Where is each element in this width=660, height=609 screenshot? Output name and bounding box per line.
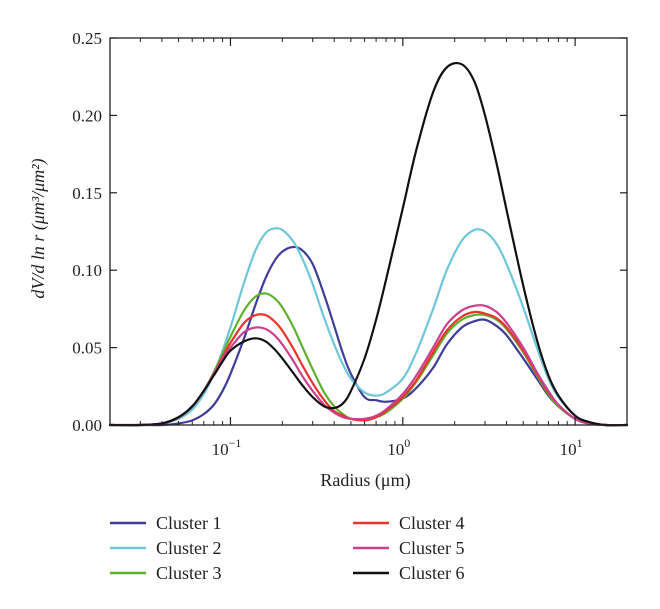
- legend-label-cluster-5: Cluster 5: [399, 538, 465, 558]
- plot-frame: [109, 37, 628, 426]
- x-axis-title: Radius (μm): [320, 470, 410, 491]
- series-line-cluster-4: [108, 310, 629, 427]
- series-line-cluster-6: [108, 61, 629, 427]
- series-line-cluster-1: [108, 245, 629, 427]
- x-tick-exponent: 0: [404, 436, 410, 450]
- y-axis-title: dV/d ln r (μm³/μm²): [28, 158, 49, 298]
- x-tick-label: 10−1: [212, 436, 242, 459]
- x-tick-exponent: 1: [577, 436, 583, 450]
- legend-label-cluster-3: Cluster 3: [156, 563, 222, 583]
- legend-label-cluster-6: Cluster 6: [399, 563, 465, 583]
- y-tick-label: 0.15: [72, 184, 102, 203]
- x-tick-base: 10: [212, 440, 229, 459]
- x-tick-label: 100: [387, 436, 410, 459]
- y-tick-label: 0.05: [72, 339, 102, 358]
- series-layer: [108, 61, 629, 427]
- legend: Cluster 1 Cluster 2 Cluster 3 Cluster 4 Clus…: [110, 513, 465, 583]
- x-tick-label: 101: [560, 436, 583, 459]
- legend-label-cluster-1: Cluster 1: [156, 513, 222, 533]
- x-tick-base: 10: [560, 440, 577, 459]
- series-line-cluster-3: [108, 292, 629, 427]
- y-tick-label: 0.25: [72, 29, 102, 48]
- legend-label-cluster-4: Cluster 4: [399, 513, 465, 533]
- y-tick-label: 0.00: [72, 416, 102, 435]
- y-tick-label: 0.10: [72, 261, 102, 280]
- x-tick-base: 10: [387, 440, 404, 459]
- y-tick-label: 0.20: [72, 106, 102, 125]
- series-line-cluster-5: [108, 304, 629, 427]
- x-tick-exponent: −1: [229, 436, 242, 450]
- legend-label-cluster-2: Cluster 2: [156, 538, 222, 558]
